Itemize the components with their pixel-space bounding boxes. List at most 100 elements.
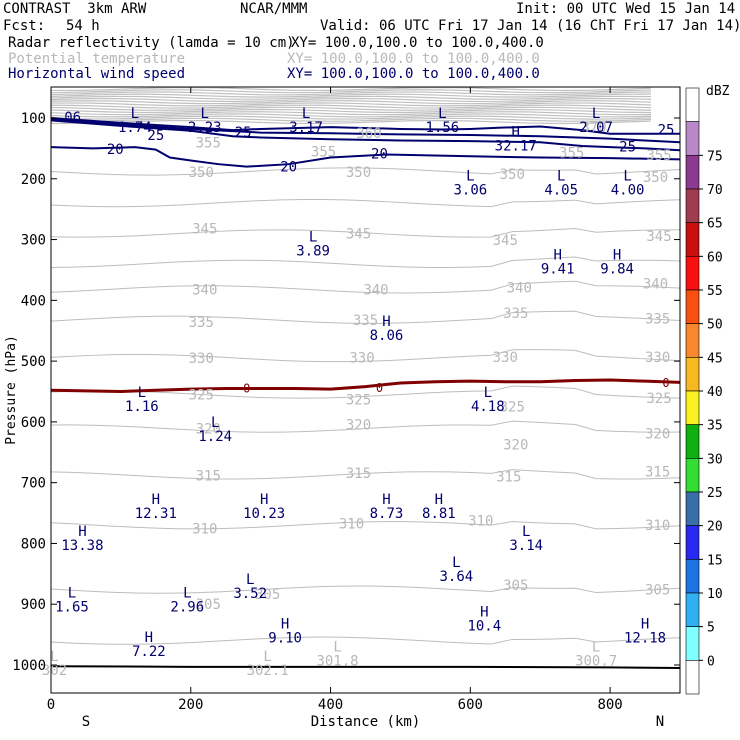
theta-contour xyxy=(51,585,680,594)
extremum-marker-L: L xyxy=(557,169,565,185)
extremum-marker-L: L xyxy=(302,106,310,122)
extremum-marker-H: H xyxy=(641,617,649,633)
colorbar-label: 50 xyxy=(707,318,723,333)
extremum-value: 3.52 xyxy=(233,586,267,602)
wind-label: .06 xyxy=(56,110,81,126)
extremum-marker-L: L xyxy=(211,415,219,431)
theta-label: 335 xyxy=(645,312,670,328)
extremum-marker-L: L xyxy=(246,572,254,588)
colorbar-swatch xyxy=(685,559,700,594)
colorbar-label: 60 xyxy=(707,250,723,265)
y-tick-label: 500 xyxy=(21,354,46,370)
extremum-value: 1.65 xyxy=(55,600,89,616)
theta-label: 340 xyxy=(643,276,668,292)
extremum-value: 300.7 xyxy=(575,654,617,670)
theta-contour-upper xyxy=(51,93,652,98)
extremum-value: 3.17 xyxy=(289,120,323,136)
colorbar-title: dBZ xyxy=(706,84,730,99)
theta-label: 315 xyxy=(496,470,521,486)
theta-label: 350 xyxy=(500,167,525,183)
extremum-value: 1.16 xyxy=(125,399,159,415)
extremum-marker-L: L xyxy=(592,640,600,656)
theta-contour-upper xyxy=(51,117,652,122)
extremum-marker-L: L xyxy=(131,106,139,122)
wind-label: 20 xyxy=(107,142,124,158)
extremum-value: 4.00 xyxy=(611,183,645,199)
theta-contour-upper xyxy=(51,111,652,116)
wind-label: 20 xyxy=(371,146,388,162)
extremum-marker-L: L xyxy=(50,649,58,665)
fcst-label: Fcst: xyxy=(3,18,46,34)
extremum-marker-L: L xyxy=(68,586,76,602)
y-tick-label: 600 xyxy=(21,415,46,431)
theta-label: 330 xyxy=(189,351,214,367)
extremum-marker-H: H xyxy=(435,492,443,508)
extremum-marker-H: H xyxy=(260,492,268,508)
theta-contour-upper xyxy=(51,106,652,111)
colorbar-swatch xyxy=(685,323,700,358)
theta-contour-upper xyxy=(51,113,652,118)
extremum-value: 12.18 xyxy=(624,631,666,647)
extremum-marker-H: H xyxy=(512,124,520,140)
theta-label: 320 xyxy=(196,422,221,438)
extremum-value: 1.56 xyxy=(426,120,460,136)
y-tick-label: 900 xyxy=(21,597,46,613)
extremum-value: 301.8 xyxy=(316,654,358,670)
theta-contour-upper xyxy=(51,102,652,107)
extremum-marker-L: L xyxy=(201,106,209,122)
theta-contour-upper xyxy=(51,91,652,96)
extremum-marker-L: L xyxy=(138,385,146,401)
reflectivity-zero-label: 0 xyxy=(662,376,669,390)
colorbar-swatch xyxy=(685,256,700,291)
theta-label: 340 xyxy=(507,281,532,297)
theta-label: 350 xyxy=(189,165,214,181)
extremum-value: 3.14 xyxy=(509,538,543,554)
theta-contour xyxy=(51,310,680,324)
theta-label: 355 xyxy=(559,146,584,162)
extremum-marker-L: L xyxy=(484,385,492,401)
theta-label: 325 xyxy=(346,392,371,408)
theta-label: 340 xyxy=(192,282,217,298)
extremum-value: 32.17 xyxy=(495,138,537,154)
extremum-value: 8.73 xyxy=(370,506,404,522)
extremum-value: 13.38 xyxy=(61,538,103,554)
extremum-value: 7.22 xyxy=(132,644,166,660)
theta-contour xyxy=(51,256,680,268)
series-reflectivity-0-dBZ-contour xyxy=(51,378,680,394)
theta-contour-upper xyxy=(51,95,652,100)
extremum-value: 10.23 xyxy=(243,506,285,522)
extremum-marker-L: L xyxy=(438,106,446,122)
extremum-value: 3.06 xyxy=(453,183,487,199)
extremum-marker-H: H xyxy=(613,248,621,264)
theta-label: 330 xyxy=(349,350,374,366)
theta-contour xyxy=(51,349,680,363)
extremum-marker-L: L xyxy=(183,586,191,602)
extremum-value: 3.89 xyxy=(296,243,330,259)
colorbar-swatch xyxy=(685,188,700,223)
field-wind-name: Horizontal wind speed xyxy=(8,66,186,82)
extremum-value: 3.64 xyxy=(439,569,473,585)
theta-contour-upper xyxy=(51,104,652,109)
colorbar-label: 0 xyxy=(707,654,715,669)
wind-label: 25 xyxy=(619,140,636,156)
extremum-marker-L: L xyxy=(333,640,341,656)
theta-contour xyxy=(51,420,680,433)
theta-contour-upper xyxy=(51,119,652,125)
theta-label: 335 xyxy=(189,315,214,331)
extremum-marker-L: L xyxy=(263,649,271,665)
x-axis-label: Distance (km) xyxy=(311,714,421,730)
extremum-marker-H: H xyxy=(152,492,160,508)
theta-label: 345 xyxy=(346,226,371,242)
extremum-value: 4.18 xyxy=(471,399,505,415)
theta-label: 345 xyxy=(493,233,518,249)
series-surface xyxy=(51,665,680,670)
field-theta-name: Potential temperature xyxy=(8,51,186,67)
theta-contour-upper xyxy=(51,100,652,105)
y-tick-label: 100 xyxy=(21,111,46,127)
colorbar-label: 45 xyxy=(707,351,723,366)
colorbar-label: 65 xyxy=(707,217,723,232)
y-tick-label: 400 xyxy=(21,293,46,309)
wind-label: 20 xyxy=(280,160,297,176)
theta-label: 310 xyxy=(645,518,670,534)
